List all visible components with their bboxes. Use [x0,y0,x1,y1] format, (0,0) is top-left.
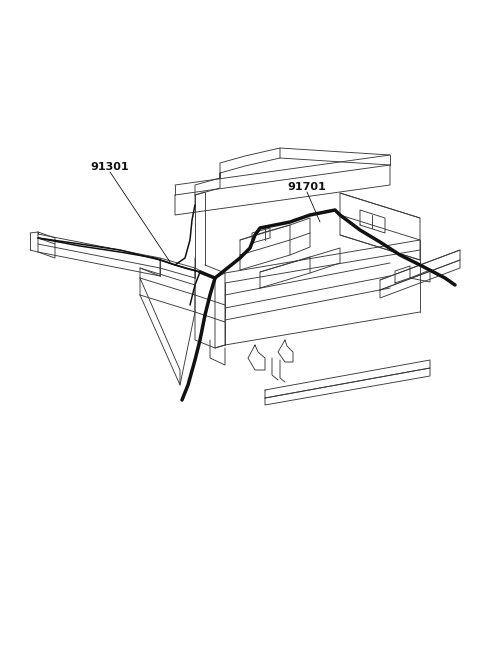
Text: 91301: 91301 [91,162,129,172]
Text: 91701: 91701 [288,182,326,192]
